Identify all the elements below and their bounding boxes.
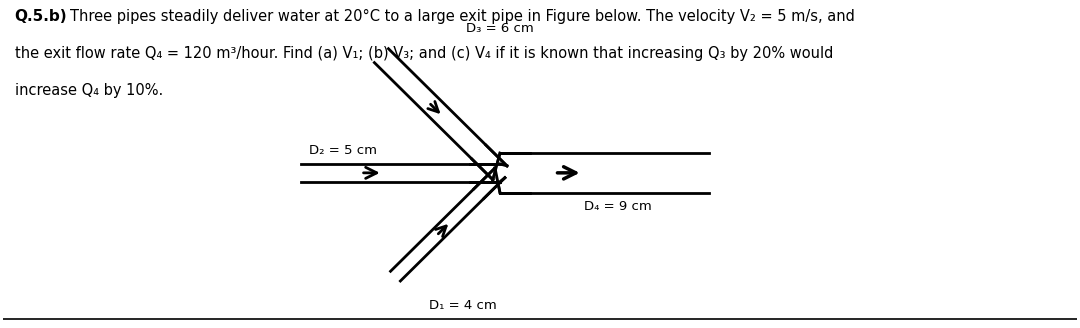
Text: Three pipes steadily deliver water at 20°C to a large exit pipe in Figure below.: Three pipes steadily deliver water at 20… (70, 9, 855, 24)
Text: Q.5.b): Q.5.b) (15, 9, 67, 24)
Text: increase Q₄ by 10%.: increase Q₄ by 10%. (15, 83, 163, 98)
Text: D₃ = 6 cm: D₃ = 6 cm (467, 22, 535, 35)
Polygon shape (492, 153, 507, 193)
Text: D₄ = 9 cm: D₄ = 9 cm (584, 200, 652, 214)
Text: D₂ = 5 cm: D₂ = 5 cm (309, 144, 377, 157)
Text: the exit flow rate Q₄ = 120 m³/hour. Find (a) V₁; (b) V₃; and (c) V₄ if it is kn: the exit flow rate Q₄ = 120 m³/hour. Fin… (15, 46, 833, 61)
Text: D₁ = 4 cm: D₁ = 4 cm (429, 299, 497, 312)
